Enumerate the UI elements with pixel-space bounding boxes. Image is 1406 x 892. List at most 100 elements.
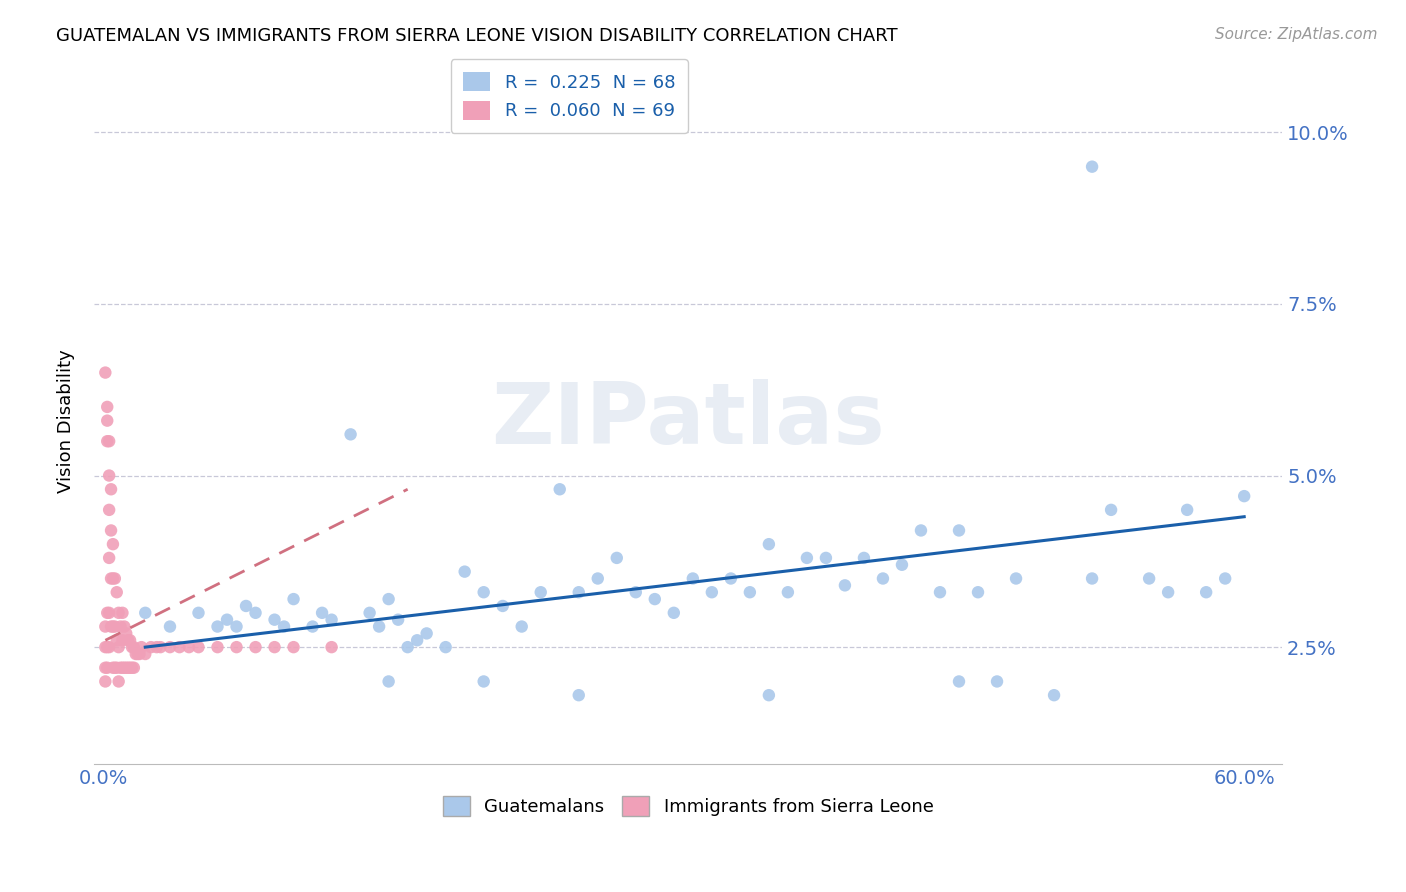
Point <box>1213 572 1236 586</box>
Point <box>207 619 229 633</box>
Point <box>311 606 333 620</box>
Point <box>453 565 475 579</box>
Point <box>321 640 343 654</box>
Point <box>104 572 127 586</box>
Point <box>100 483 122 497</box>
Point <box>644 592 666 607</box>
Point <box>96 400 118 414</box>
Point <box>94 674 117 689</box>
Point <box>301 619 323 633</box>
Point <box>359 606 381 620</box>
Point <box>415 626 437 640</box>
Point <box>1233 489 1256 503</box>
Point <box>872 572 894 586</box>
Point <box>112 619 135 633</box>
Point <box>245 606 267 620</box>
Point <box>1081 160 1104 174</box>
Text: ZIPatlas: ZIPatlas <box>491 379 884 462</box>
Point <box>104 619 127 633</box>
Point <box>111 633 134 648</box>
Point <box>149 640 172 654</box>
Point <box>1081 572 1104 586</box>
Point <box>1099 503 1122 517</box>
Point <box>118 633 141 648</box>
Point <box>530 585 553 599</box>
Point <box>283 640 305 654</box>
Point <box>107 640 129 654</box>
Point <box>98 550 121 565</box>
Point <box>131 640 153 654</box>
Point <box>122 661 145 675</box>
Point <box>967 585 990 599</box>
Point <box>387 613 409 627</box>
Point <box>1157 585 1180 599</box>
Point <box>225 619 247 633</box>
Point <box>948 524 970 538</box>
Point <box>101 619 124 633</box>
Legend: Guatemalans, Immigrants from Sierra Leone: Guatemalans, Immigrants from Sierra Leon… <box>436 789 941 823</box>
Point <box>263 613 285 627</box>
Point <box>115 626 138 640</box>
Point <box>101 661 124 675</box>
Point <box>100 572 122 586</box>
Point <box>96 414 118 428</box>
Point <box>758 537 780 551</box>
Text: GUATEMALAN VS IMMIGRANTS FROM SIERRA LEONE VISION DISABILITY CORRELATION CHART: GUATEMALAN VS IMMIGRANTS FROM SIERRA LEO… <box>56 27 898 45</box>
Point <box>548 483 571 497</box>
Point <box>122 640 145 654</box>
Point <box>105 585 128 599</box>
Point <box>177 640 200 654</box>
Point <box>215 613 238 627</box>
Point <box>98 640 121 654</box>
Point <box>225 640 247 654</box>
Point <box>105 661 128 675</box>
Point <box>720 572 742 586</box>
Point <box>852 550 875 565</box>
Point <box>910 524 932 538</box>
Point <box>107 674 129 689</box>
Point <box>406 633 429 648</box>
Point <box>187 640 209 654</box>
Point <box>682 572 704 586</box>
Point <box>1043 688 1066 702</box>
Point <box>145 640 167 654</box>
Point <box>118 661 141 675</box>
Point <box>948 674 970 689</box>
Point <box>121 661 143 675</box>
Point <box>117 661 139 675</box>
Point <box>128 647 150 661</box>
Point <box>814 550 837 565</box>
Point <box>1005 572 1028 586</box>
Point <box>758 688 780 702</box>
Point <box>377 592 399 607</box>
Point <box>96 606 118 620</box>
Point <box>586 572 609 586</box>
Point <box>98 606 121 620</box>
Point <box>139 640 162 654</box>
Point <box>235 599 257 613</box>
Point <box>207 640 229 654</box>
Point <box>96 434 118 449</box>
Point <box>94 661 117 675</box>
Point <box>127 647 149 661</box>
Point <box>96 661 118 675</box>
Point <box>368 619 391 633</box>
Point <box>1137 572 1160 586</box>
Point <box>624 585 647 599</box>
Point <box>891 558 914 572</box>
Point <box>662 606 685 620</box>
Point <box>101 537 124 551</box>
Point <box>94 366 117 380</box>
Point <box>94 640 117 654</box>
Point <box>94 619 117 633</box>
Point <box>568 688 591 702</box>
Point <box>110 661 132 675</box>
Point <box>492 599 515 613</box>
Point <box>434 640 457 654</box>
Point <box>606 550 628 565</box>
Y-axis label: Vision Disability: Vision Disability <box>58 349 75 492</box>
Point <box>738 585 761 599</box>
Point <box>510 619 533 633</box>
Point <box>159 640 181 654</box>
Point <box>1175 503 1198 517</box>
